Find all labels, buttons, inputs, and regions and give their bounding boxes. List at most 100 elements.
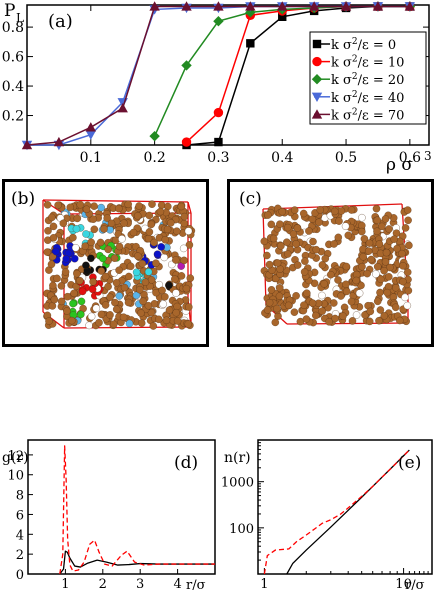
snapshot-b-particle bbox=[71, 244, 80, 252]
chart-e-series-0-line bbox=[286, 449, 410, 575]
chart-e-series-1-line bbox=[263, 449, 410, 575]
snapshot-b-particle bbox=[43, 248, 52, 256]
snapshot-c-label: (c) bbox=[239, 189, 262, 209]
snapshot-b-particle bbox=[89, 215, 98, 223]
snapshot-c-particle bbox=[330, 299, 338, 307]
snapshot-c-particle bbox=[352, 276, 360, 285]
snapshot-c: (c) bbox=[227, 179, 434, 347]
snapshot-b-particle bbox=[124, 200, 132, 209]
snapshot-c-particle bbox=[347, 206, 356, 214]
snapshot-c-particle bbox=[404, 286, 413, 295]
snapshot-c-particle bbox=[399, 262, 407, 270]
snapshot-b-particle bbox=[125, 319, 134, 328]
chart-e-xtick-label: 1 bbox=[260, 577, 268, 590]
chart-e-ytick-label: 100 bbox=[229, 522, 254, 537]
snapshot-b-particle bbox=[173, 317, 182, 325]
snapshot-b-render: (b) bbox=[11, 189, 196, 330]
snapshot-b-particle bbox=[72, 225, 81, 233]
snapshot-b-particle bbox=[49, 234, 58, 242]
snapshot-c-particle bbox=[373, 227, 381, 236]
snapshot-b-particle bbox=[90, 225, 99, 234]
chart-a-data-point bbox=[213, 16, 224, 27]
snapshot-c-particle bbox=[390, 235, 398, 243]
snapshot-c-particle bbox=[396, 316, 404, 325]
snapshot-b-particle bbox=[149, 322, 158, 330]
snapshot-c-particle bbox=[337, 292, 345, 300]
snapshot-c-particle bbox=[289, 230, 298, 238]
chart-e-series bbox=[263, 449, 410, 575]
chart-a-plot-area: 0.1 0.2 0.3 0.4 0.5 0.6 0.2 0.4 0.6 0.8 bbox=[2, 1, 430, 166]
snapshot-c-particle bbox=[373, 216, 382, 225]
snapshot-b-particle bbox=[110, 254, 119, 262]
chart-d-series bbox=[59, 445, 215, 575]
snapshot-c-particle bbox=[303, 289, 311, 297]
snapshot-c-particle bbox=[373, 262, 382, 271]
snapshot-c-particle bbox=[404, 216, 412, 225]
chart-a-data-point bbox=[213, 107, 224, 118]
snapshot-c-particle bbox=[334, 233, 343, 242]
snapshot-c-particle bbox=[267, 220, 276, 229]
snapshot-c-particle bbox=[278, 207, 286, 216]
snapshot-b-box-edge bbox=[187, 201, 192, 214]
snapshot-b-particle bbox=[129, 228, 138, 237]
snapshot-b-particle bbox=[144, 301, 153, 310]
snapshot-b-particle bbox=[100, 225, 108, 233]
snapshot-b-particle bbox=[82, 205, 91, 214]
snapshot-b-particle bbox=[87, 312, 96, 321]
snapshot-b-particle bbox=[82, 230, 90, 238]
snapshot-b-particle bbox=[115, 292, 124, 300]
snapshot-b-particle bbox=[173, 302, 181, 311]
chart-d-xlabel: r/σ bbox=[186, 578, 206, 590]
snapshot-b-particle bbox=[61, 268, 70, 276]
snapshot-b-particle bbox=[157, 201, 166, 209]
snapshot-c-particle bbox=[363, 269, 371, 278]
snapshot-c-particle bbox=[381, 258, 390, 266]
snapshot-b-particle bbox=[82, 261, 90, 270]
snapshot-b-particle bbox=[90, 202, 98, 210]
snapshot-c-particle bbox=[275, 284, 284, 292]
snapshot-b-particle bbox=[144, 268, 153, 276]
snapshot-c-particle bbox=[365, 317, 374, 326]
snapshot-c-particle bbox=[341, 222, 350, 230]
snapshot-c-particle bbox=[284, 301, 293, 310]
snapshot-b-particle bbox=[138, 259, 147, 268]
snapshot-b-particle bbox=[173, 227, 181, 235]
snapshot-b-particle bbox=[115, 242, 124, 251]
chart-a-ylabel: P bbox=[4, 1, 15, 21]
chart-a-data-point bbox=[340, 1, 352, 11]
snapshot-c-particle bbox=[364, 247, 373, 255]
snapshot-b-particle bbox=[52, 247, 60, 256]
chart-a-legend-entry: k σ2/ε = 10 bbox=[312, 55, 404, 71]
chart-d-ytick-label: 4 bbox=[16, 528, 24, 543]
chart-a-legend-label: k σ2/ε = 40 bbox=[331, 90, 404, 106]
chart-d-ytick-label: 6 bbox=[16, 508, 24, 523]
snapshot-c-particle bbox=[284, 223, 292, 232]
snapshot-b-particle bbox=[104, 282, 112, 291]
chart-a-legend-marker bbox=[312, 39, 322, 49]
chart-a-data-point bbox=[372, 1, 384, 11]
snapshot-c-particle bbox=[385, 225, 393, 233]
snapshot-c-particle bbox=[403, 301, 412, 310]
chart-a-xtick-label: 0.2 bbox=[143, 150, 165, 166]
snapshot-b-particle bbox=[78, 287, 87, 296]
snapshot-b-particle bbox=[184, 320, 193, 328]
snapshot-c-particle bbox=[366, 307, 375, 316]
chart-a-xtick-label: 0.6 bbox=[399, 150, 421, 166]
snapshot-b-particle bbox=[126, 262, 135, 271]
snapshot-b-particle bbox=[180, 256, 188, 265]
snapshot-c-particle bbox=[335, 217, 343, 225]
snapshot-c-particle bbox=[380, 266, 388, 275]
chart-a-ylabel-sub: L bbox=[16, 11, 24, 25]
chart-d-panel-label: (d) bbox=[174, 453, 198, 473]
chart-a-legend-marker bbox=[311, 109, 323, 119]
snapshot-b-particle bbox=[45, 317, 53, 325]
chart-a-data-point bbox=[308, 1, 320, 11]
snapshot-b-particle bbox=[133, 212, 142, 220]
snapshot-b-particle bbox=[139, 297, 147, 306]
snapshot-b-particle bbox=[124, 298, 133, 307]
chart-a-data-point bbox=[21, 139, 33, 150]
snapshot-b-particle bbox=[48, 302, 57, 310]
snapshot-b-particle bbox=[70, 289, 78, 298]
chart-a-data-point bbox=[245, 1, 256, 11]
snapshot-c-particle bbox=[331, 314, 339, 323]
